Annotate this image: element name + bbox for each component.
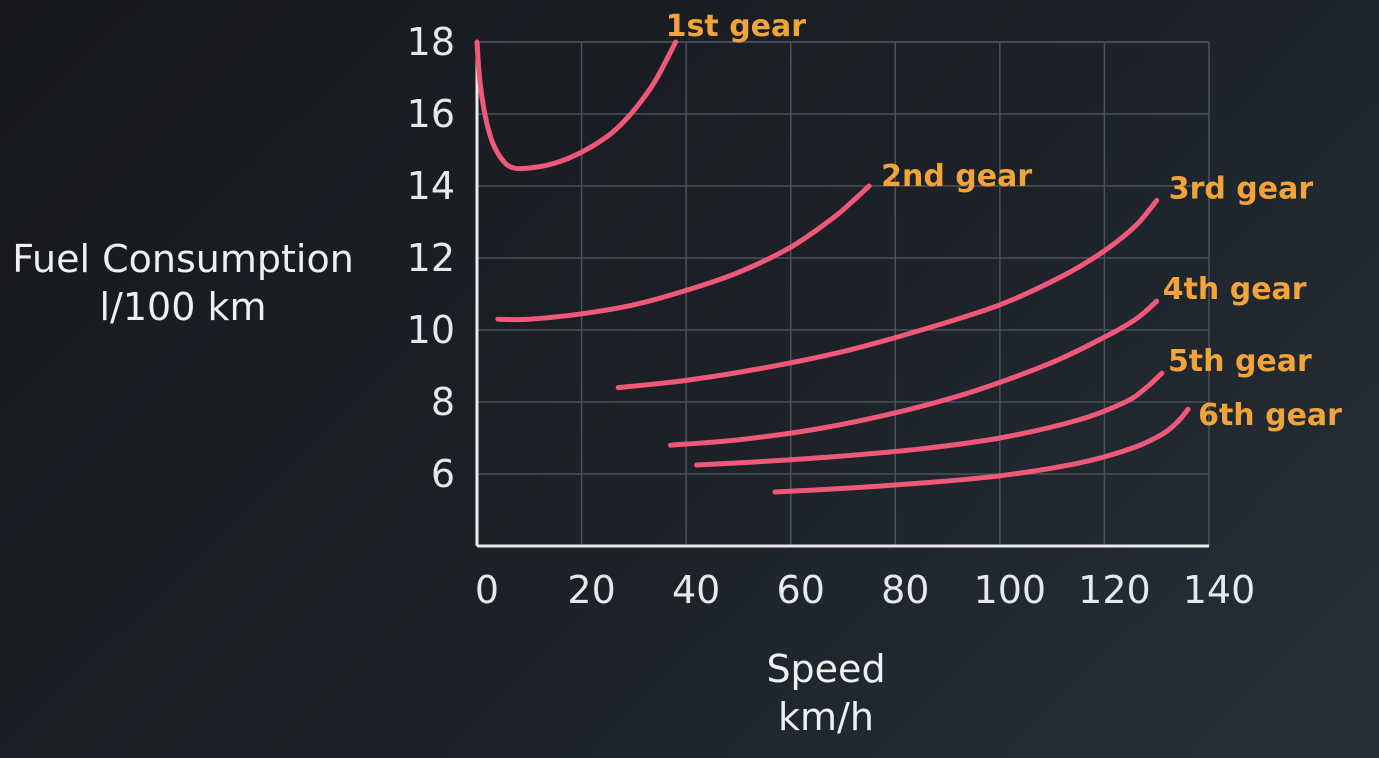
series-label-gear-1: 1st gear bbox=[666, 9, 807, 44]
series-line-gear-5 bbox=[694, 370, 1165, 468]
x-tick-label: 40 bbox=[672, 568, 720, 612]
y-tick-label: 8 bbox=[431, 380, 455, 424]
x-tick-label: 20 bbox=[567, 568, 615, 612]
series-label-gear-6: 6th gear bbox=[1198, 398, 1342, 433]
series-line-gear-2 bbox=[495, 183, 872, 323]
series-lines bbox=[474, 39, 1191, 495]
series-label-gear-5: 5th gear bbox=[1168, 344, 1312, 379]
x-tick-label: 80 bbox=[881, 568, 929, 612]
grid bbox=[477, 41, 1210, 546]
x-tick-label: 140 bbox=[1183, 568, 1256, 612]
series-line-gear-6 bbox=[772, 406, 1191, 495]
x-tick-label: 60 bbox=[777, 568, 825, 612]
y-tick-label: 6 bbox=[431, 452, 455, 496]
x-tick-label: 0 bbox=[475, 568, 499, 612]
series-line-gear-1 bbox=[474, 39, 679, 172]
x-axis-title-line-2: km/h bbox=[778, 695, 874, 739]
series-labels: 1st gear 2nd gear 3rd gear 4th gear 5th gear… bbox=[666, 9, 1342, 433]
x-tick-label: 100 bbox=[974, 568, 1047, 612]
axes bbox=[475, 42, 1209, 548]
y-tick-label: 12 bbox=[407, 236, 455, 280]
series-label-gear-4: 4th gear bbox=[1163, 272, 1307, 307]
x-axis-title-line-1: Speed bbox=[766, 647, 885, 691]
y-axis-title-line-2: l/100 km bbox=[100, 285, 267, 329]
y-tick-label: 10 bbox=[407, 308, 455, 352]
x-tick-label: 120 bbox=[1078, 568, 1151, 612]
series-line-gear-4 bbox=[668, 298, 1160, 448]
series-label-gear-3: 3rd gear bbox=[1169, 171, 1314, 206]
series-label-gear-2: 2nd gear bbox=[881, 159, 1032, 194]
y-tick-label: 18 bbox=[407, 20, 455, 64]
tick-labels: 0 20 40 60 80 100 120 140 6 8 10 12 14 16 18 bbox=[407, 20, 1256, 612]
y-tick-label: 16 bbox=[407, 92, 455, 136]
series-line-gear-3 bbox=[615, 197, 1160, 391]
y-axis-title-line-1: Fuel Consumption bbox=[12, 237, 354, 281]
y-tick-label: 14 bbox=[407, 164, 455, 208]
